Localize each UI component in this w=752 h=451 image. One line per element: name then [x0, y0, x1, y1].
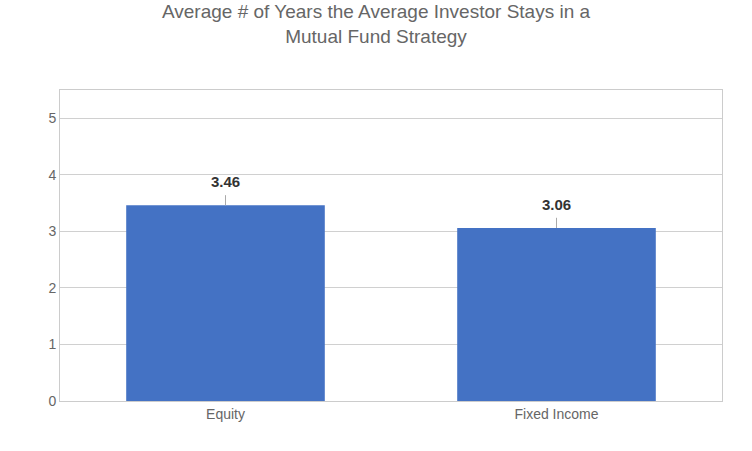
svg-text:3.46: 3.46 [211, 173, 240, 190]
svg-text:2: 2 [48, 280, 56, 296]
svg-text:0: 0 [48, 393, 56, 409]
svg-text:5: 5 [48, 110, 56, 126]
svg-text:3: 3 [48, 223, 56, 239]
svg-text:Equity: Equity [206, 406, 245, 422]
svg-text:Fixed Income: Fixed Income [514, 406, 598, 422]
svg-text:1: 1 [48, 336, 56, 352]
svg-text:Average # of Years the Average: Average # of Years the Average Investor … [162, 1, 591, 47]
svg-text:3.06: 3.06 [542, 196, 571, 213]
svg-text:4: 4 [48, 167, 56, 183]
